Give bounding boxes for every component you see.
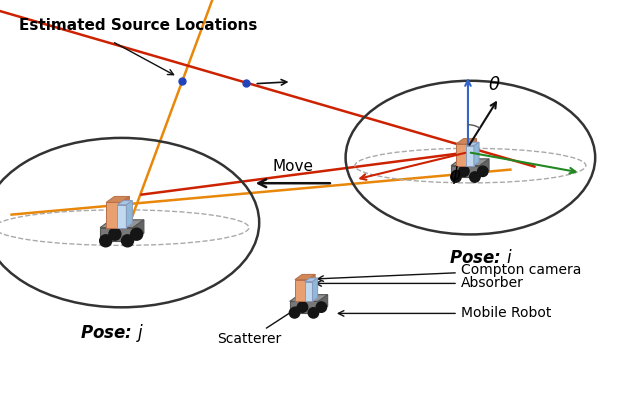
Circle shape: [308, 308, 319, 318]
Text: $\theta$: $\theta$: [488, 76, 500, 94]
Polygon shape: [133, 220, 144, 241]
Polygon shape: [474, 142, 479, 165]
Polygon shape: [480, 159, 489, 177]
Polygon shape: [126, 201, 132, 228]
Polygon shape: [308, 274, 315, 301]
Polygon shape: [318, 295, 328, 313]
Text: Compton camera: Compton camera: [318, 263, 581, 281]
Polygon shape: [106, 203, 121, 228]
Circle shape: [477, 166, 488, 177]
Polygon shape: [466, 142, 479, 146]
Text: Pose: $i$: Pose: $i$: [449, 249, 512, 268]
Polygon shape: [100, 228, 133, 241]
Polygon shape: [100, 220, 144, 228]
Polygon shape: [312, 278, 317, 301]
Polygon shape: [305, 282, 312, 301]
Polygon shape: [295, 274, 315, 280]
Text: $\phi$: $\phi$: [449, 164, 461, 186]
Circle shape: [289, 308, 300, 318]
Polygon shape: [117, 205, 126, 228]
Polygon shape: [117, 201, 132, 205]
Polygon shape: [290, 301, 318, 313]
Polygon shape: [451, 159, 489, 165]
Text: Mobile Robot: Mobile Robot: [339, 307, 551, 320]
Polygon shape: [466, 146, 474, 165]
Circle shape: [109, 228, 121, 240]
Text: Pose: $j$: Pose: $j$: [80, 322, 143, 344]
Polygon shape: [456, 139, 477, 144]
Circle shape: [100, 235, 112, 247]
Circle shape: [298, 302, 308, 312]
Polygon shape: [295, 280, 308, 301]
Circle shape: [122, 235, 134, 247]
Circle shape: [131, 228, 143, 240]
Polygon shape: [121, 197, 129, 228]
Text: Scatterer: Scatterer: [217, 307, 300, 346]
Polygon shape: [106, 197, 129, 203]
Circle shape: [470, 172, 480, 182]
Text: Estimated Source Locations: Estimated Source Locations: [19, 18, 257, 33]
Circle shape: [459, 166, 469, 177]
Polygon shape: [469, 139, 477, 165]
Circle shape: [451, 172, 461, 182]
Polygon shape: [305, 278, 317, 282]
Text: Absorber: Absorber: [316, 277, 524, 290]
Polygon shape: [451, 165, 480, 177]
Polygon shape: [290, 295, 328, 301]
Polygon shape: [456, 144, 469, 165]
Text: Move: Move: [272, 159, 314, 174]
Circle shape: [316, 302, 326, 312]
